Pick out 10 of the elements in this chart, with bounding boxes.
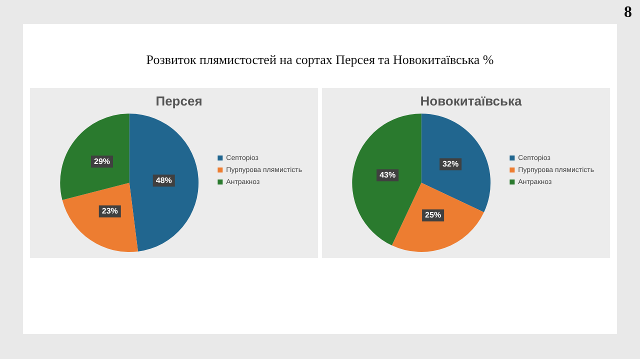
- data-label: 25%: [425, 210, 442, 220]
- chart-title: Персея: [156, 93, 202, 108]
- text: 8: [624, 4, 632, 22]
- data-label: 43%: [380, 170, 396, 180]
- chart-title: Новокитаївська: [420, 93, 523, 108]
- data-label: 29%: [94, 156, 110, 166]
- data-label: 32%: [442, 159, 459, 168]
- data-label: 23%: [102, 206, 118, 216]
- text: Розвиток плямистостей на сортах Персея та Новокитаївська %: [145, 52, 495, 68]
- data-label: 48%: [156, 176, 172, 185]
